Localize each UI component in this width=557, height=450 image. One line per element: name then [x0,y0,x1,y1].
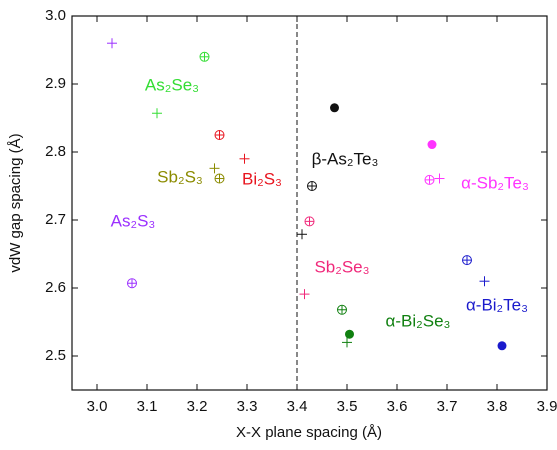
x-tick-label: 3.4 [287,398,308,415]
y-tick-label: 2.5 [45,347,66,364]
data-point [345,329,354,339]
x-tick-label: 3.3 [237,398,258,415]
dot-marker [330,103,339,113]
circle-marker [307,181,317,191]
data-point [304,216,315,227]
data-point [434,173,445,184]
y-tick-label: 2.8 [45,143,66,160]
circle-marker [199,51,210,62]
series-label: α-Bi₂Se₃ [386,311,451,330]
y-tick-label: 2.9 [45,75,66,92]
data-point [342,337,352,348]
series-label: Bi₂S₃ [242,169,282,188]
y-axis-label: vdW gap spacing (Å) [7,133,24,272]
dot-marker [427,140,437,150]
data-point [214,130,225,140]
data-point [307,181,317,191]
x-tick-label: 3.7 [437,398,458,415]
circle-marker [337,304,347,315]
x-tick-label: 3.2 [187,398,208,415]
x-tick-label: 3.5 [337,398,358,415]
data-point [199,51,210,62]
x-tick-label: 3.1 [137,398,158,415]
circle-marker [214,173,225,184]
series-label: Sb₂S₃ [157,167,203,186]
dot-marker [345,329,354,339]
data-point [209,163,220,174]
x-tick-label: 3.9 [537,398,557,415]
data-point [330,103,339,113]
series-label: As₂S₃ [111,211,156,230]
circle-marker [424,174,435,185]
circle-marker [214,130,225,140]
series-label: α-Bi₂Te₃ [466,295,528,314]
circle-marker [462,255,472,266]
x-tick-label: 3.0 [87,398,108,415]
series-label: α-Sb₂Te₃ [461,173,529,192]
x-tick-label: 3.8 [487,398,508,415]
data-point [497,341,507,351]
data-point [479,276,490,287]
data-point [297,229,307,240]
circle-marker [127,278,137,289]
data-point [424,174,435,185]
dot-marker [497,341,507,351]
data-point [239,153,250,164]
circle-marker [304,216,315,227]
y-tick-label: 3.0 [45,7,66,24]
y-tick-label: 2.6 [45,279,66,296]
data-point [214,173,225,184]
data-point [337,304,347,315]
data-point [127,278,137,289]
x-tick-label: 3.6 [387,398,408,415]
series-label: Sb₂Se₃ [314,257,369,276]
plot-frame [71,15,548,391]
data-point [427,140,437,150]
series-label: As₂Se₃ [145,75,199,94]
x-axis-label: X-X plane spacing (Å) [236,424,382,441]
data-point [462,255,472,266]
y-tick-label: 2.7 [45,211,66,228]
data-point [107,38,117,49]
data-point [299,289,310,300]
series-label: β-As₂Te₃ [312,149,379,168]
data-point [152,108,162,119]
